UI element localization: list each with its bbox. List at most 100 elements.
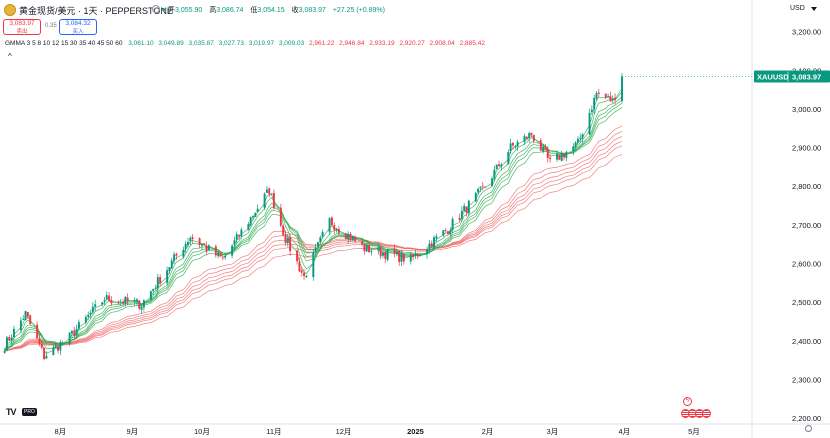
candle-body [296, 250, 299, 262]
candle-body [479, 186, 482, 189]
candle-body [312, 252, 315, 278]
candle-body [442, 230, 445, 236]
buy-label: 买入 [72, 29, 84, 35]
price-tick-label: 2,900.00 [792, 144, 821, 153]
candle-body [530, 133, 533, 135]
candle-body [319, 237, 322, 243]
candle-body [451, 218, 454, 231]
price-tick-label: 2,500.00 [792, 298, 821, 307]
candle-body [574, 142, 577, 148]
candle-body [142, 300, 145, 308]
candle-body [300, 270, 303, 273]
candle-body [328, 218, 331, 232]
candle-body [124, 296, 127, 304]
candle-body [558, 154, 561, 160]
status-circle-icon [152, 5, 160, 13]
candle-body [184, 243, 187, 250]
candle-body [254, 212, 257, 217]
collapse-chevron-icon[interactable]: ^ [8, 52, 12, 61]
candle-body [604, 93, 607, 98]
candle-body [214, 246, 217, 256]
gmma-long-line [4, 125, 623, 352]
candle-body [110, 299, 113, 304]
candle-body [477, 188, 480, 193]
us-flag-icon[interactable] [702, 409, 711, 418]
candle-body [235, 234, 238, 240]
economic-events-flags[interactable] [681, 409, 711, 418]
candle-body [565, 151, 568, 158]
candle-body [191, 237, 194, 239]
candle-body [103, 300, 106, 302]
candle-body [12, 328, 15, 338]
candle-body [135, 299, 138, 302]
candle-body [284, 234, 287, 243]
price-tick-label: 2,600.00 [792, 260, 821, 269]
candlesticks [3, 72, 623, 361]
price-tick-label: 2,200.00 [792, 414, 821, 423]
candle-body [166, 270, 169, 283]
market-open-dot-icon [162, 8, 165, 11]
gold-coin-icon [4, 4, 16, 16]
candle-body [36, 324, 39, 339]
candle-body [544, 147, 547, 151]
candle-body [523, 136, 526, 142]
candle-body [481, 185, 484, 187]
currency-selector[interactable]: USD [790, 5, 805, 12]
candle-body [597, 92, 600, 94]
candle-body [428, 243, 431, 250]
time-axis[interactable]: 8月 9月 10月 11月 12月 2025 2月 3月 4月 5月 [55, 427, 700, 436]
candle-body [588, 112, 591, 134]
candle-body [219, 253, 222, 257]
symbol-tag-label: XAUUSD [757, 72, 789, 81]
gear-icon[interactable] [805, 425, 812, 432]
candle-body [140, 306, 143, 310]
candle-body [532, 134, 535, 141]
candle-body [314, 247, 317, 252]
time-tick-label: 2月 [482, 427, 494, 436]
price-axis[interactable]: 3,200.003,100.003,000.002,900.002,800.00… [792, 28, 821, 424]
gmma-long-line [4, 130, 623, 352]
candle-body [217, 252, 220, 257]
candle-body [516, 141, 519, 147]
candle-body [73, 330, 76, 336]
candle-body [330, 217, 333, 226]
candle-body [446, 231, 449, 234]
buy-button[interactable]: 3,084.32 买入 [59, 19, 97, 35]
sell-button[interactable]: 3,083.97 卖出 [3, 19, 41, 35]
candle-body [546, 149, 549, 158]
last-price-badge [754, 70, 830, 83]
candle-body [3, 350, 6, 353]
candle-body [87, 314, 90, 317]
candle-body [402, 253, 405, 262]
last-price-label: 3,083.97 [792, 72, 821, 81]
candle-body [75, 329, 78, 336]
candle-body [474, 192, 477, 202]
candle-body [57, 346, 59, 351]
candle-body [282, 225, 285, 236]
time-tick-label: 5月 [688, 427, 700, 436]
gmma-legend[interactable]: GMMA 3 5 8 10 12 15 30 35 40 45 50 60 3,… [5, 40, 485, 47]
price-tick-label: 2,400.00 [792, 337, 821, 346]
candle-body [511, 142, 514, 146]
lightning-event-icon[interactable]: ϟ [683, 397, 692, 406]
symbol-title[interactable]: 黄金现货/美元 · 1天 · PEPPERSTONE [19, 6, 173, 16]
candle-body [289, 237, 292, 252]
candle-body [265, 189, 268, 193]
sell-price: 3,083.97 [9, 20, 35, 27]
candle-body [484, 187, 487, 188]
candle-body [354, 237, 357, 241]
candle-body [433, 237, 435, 248]
candle-body [467, 200, 470, 214]
candle-body [435, 236, 438, 239]
candle-body [430, 243, 433, 248]
candle-body [272, 192, 275, 209]
candle-body [386, 249, 389, 260]
candle-body [305, 275, 308, 278]
candle-body [94, 304, 97, 307]
chevron-down-icon[interactable] [811, 7, 817, 11]
candle-body [298, 261, 301, 272]
candle-body [458, 217, 461, 220]
candle-body [463, 205, 466, 212]
